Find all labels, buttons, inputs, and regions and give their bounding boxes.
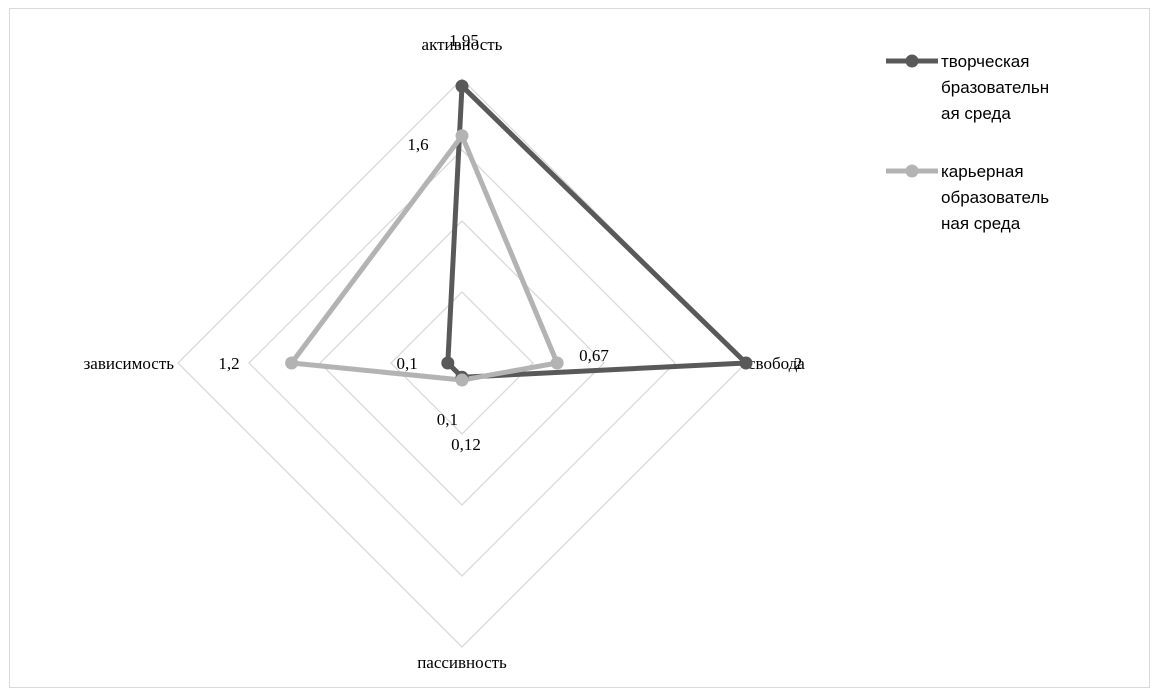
legend-label-2-line-2: образователь	[941, 188, 1049, 207]
data-label-series-2-3: 0,12	[451, 435, 481, 454]
data-label-series-1-3: 0,1	[437, 410, 458, 429]
grid-ring-4	[177, 78, 747, 648]
grid-ring-3	[248, 149, 676, 577]
legend-label-1-line-1: творческая	[941, 52, 1029, 71]
series-1-point-4	[441, 356, 455, 370]
data-label-series-2-1: 1,6	[407, 135, 428, 154]
data-label-series-1-2: 2	[794, 354, 803, 373]
legend-marker-1	[905, 54, 919, 68]
legend-label-2-line-1: карьерная	[941, 162, 1024, 181]
legend-label-2-line-3: ная среда	[941, 214, 1021, 233]
series-2-point-3	[455, 373, 469, 387]
series-1-point-1	[455, 79, 469, 93]
series-2-point-1	[455, 129, 469, 143]
data-label-series-1-4: 0,1	[397, 354, 418, 373]
legend-marker-2	[905, 164, 919, 178]
series-1-point-2	[739, 356, 753, 370]
axis-label-passivity: пассивность	[417, 653, 507, 672]
grid-ring-2	[319, 220, 605, 506]
series-2-point-4	[285, 356, 299, 370]
grid-ring-1	[390, 291, 534, 435]
data-label-series-2-4: 1,2	[218, 354, 239, 373]
chart-frame	[9, 8, 1150, 688]
legend-label-1-line-2: бразовательн	[941, 78, 1049, 97]
axis-label-freedom: свобода	[748, 354, 805, 373]
legend-label-1-line-3: ая среда	[941, 104, 1011, 123]
data-label-series-2-2: 0,67	[579, 346, 609, 365]
data-label-series-1-1: 1,95	[449, 31, 479, 50]
axis-label-dependence: зависимость	[84, 354, 175, 373]
series-line-1	[445, 83, 749, 380]
series-2-point-2	[550, 356, 564, 370]
axis-label-activity: активность	[422, 35, 503, 54]
